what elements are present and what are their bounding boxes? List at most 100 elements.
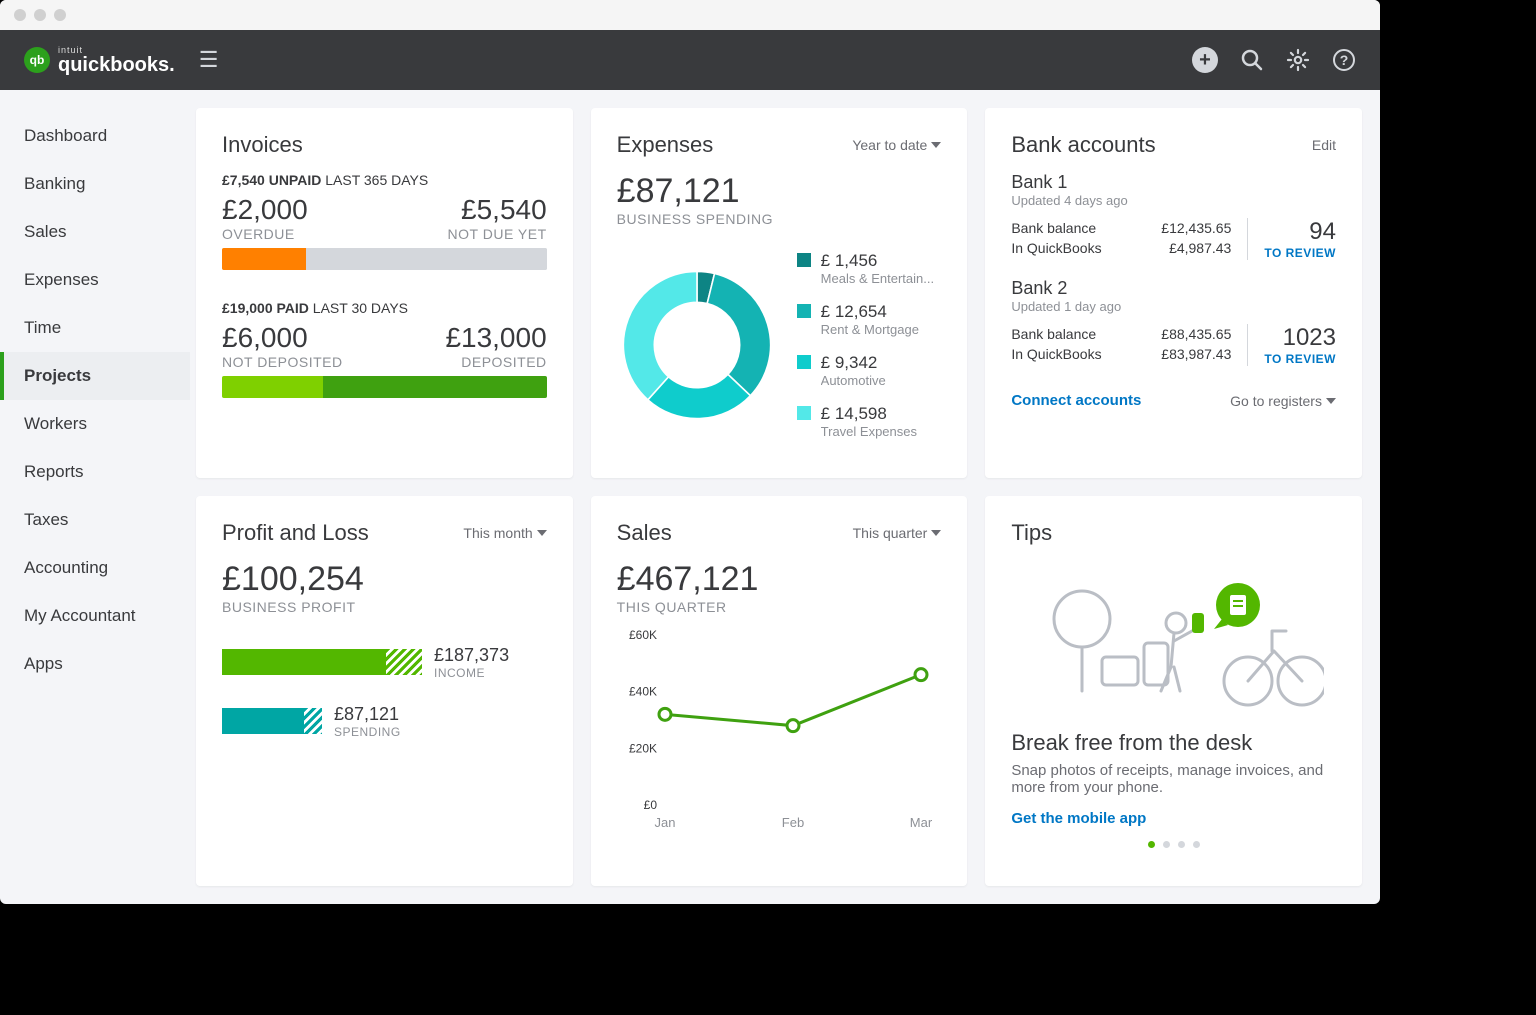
- chevron-down-icon: [537, 530, 547, 536]
- sidebar-item-apps[interactable]: Apps: [0, 640, 190, 688]
- expenses-donut-chart: [617, 265, 777, 425]
- brand-logo-icon: qb: [24, 47, 50, 73]
- bank-inqb-value: £83,987.43: [1161, 346, 1231, 362]
- sales-point: [659, 708, 671, 720]
- help-button[interactable]: ?: [1332, 48, 1356, 72]
- deposited-label: DEPOSITED: [445, 354, 546, 370]
- create-new-button[interactable]: +: [1192, 47, 1218, 73]
- invoices-card: Invoices £7,540 UNPAID LAST 365 DAYS £2,…: [196, 108, 573, 478]
- banks-edit-link[interactable]: Edit: [1312, 137, 1336, 153]
- sidebar-item-expenses[interactable]: Expenses: [0, 256, 190, 304]
- pl-range-selector[interactable]: This month: [463, 525, 546, 541]
- goto-registers-link[interactable]: Go to registers: [1230, 393, 1336, 409]
- donut-slice: [623, 271, 697, 399]
- sidebar-item-reports[interactable]: Reports: [0, 448, 190, 496]
- sidebar-item-accounting[interactable]: Accounting: [0, 544, 190, 592]
- bank-updated: Updated 4 days ago: [1011, 193, 1336, 208]
- notdeposited-label: NOT DEPOSITED: [222, 354, 343, 370]
- bank-inqb-label: In QuickBooks: [1011, 240, 1101, 256]
- bank-balance-label: Bank balance: [1011, 220, 1096, 236]
- sidebar-item-sales[interactable]: Sales: [0, 208, 190, 256]
- search-button[interactable]: [1240, 48, 1264, 72]
- y-tick-label: £0: [643, 798, 657, 812]
- traffic-light-max[interactable]: [54, 9, 66, 21]
- x-tick-label: Jan: [654, 815, 675, 830]
- expenses-range-selector[interactable]: Year to date: [852, 137, 941, 153]
- pagination-dot[interactable]: [1148, 841, 1155, 848]
- topbar-actions: + ?: [1192, 47, 1356, 73]
- pl-bar-hatch: [304, 708, 322, 734]
- chevron-down-icon: [1326, 398, 1336, 404]
- sidebar-item-taxes[interactable]: Taxes: [0, 496, 190, 544]
- traffic-light-min[interactable]: [34, 9, 46, 21]
- sidebar-item-banking[interactable]: Banking: [0, 160, 190, 208]
- gear-icon: [1286, 48, 1310, 72]
- banks-title: Bank accounts: [1011, 132, 1155, 158]
- legend-label: Meals & Entertain...: [821, 271, 934, 286]
- sidebar-item-workers[interactable]: Workers: [0, 400, 190, 448]
- expenses-title: Expenses: [617, 132, 714, 158]
- y-tick-label: £20K: [629, 741, 657, 755]
- sales-title: Sales: [617, 520, 672, 546]
- invoices-paid-summary: £19,000 PAID LAST 30 DAYS: [222, 300, 547, 316]
- legend-amount: £ 1,456: [821, 251, 934, 271]
- pl-spending-row: £87,121 SPENDING: [222, 704, 547, 739]
- app-window: qb intuit quickbooks. ☰ + ? DashboardBan: [0, 0, 1380, 904]
- pl-bar-solid: [222, 708, 304, 734]
- tips-title: Tips: [1011, 520, 1052, 546]
- legend-item: £ 12,654 Rent & Mortgage: [797, 302, 942, 337]
- sales-range-selector[interactable]: This quarter: [853, 525, 942, 541]
- notdue-label: NOT DUE YET: [448, 226, 547, 242]
- sidebar-item-time[interactable]: Time: [0, 304, 190, 352]
- legend-swatch: [797, 304, 811, 318]
- pl-spending-label: SPENDING: [334, 725, 401, 739]
- pl-income-amount: £187,373: [434, 645, 509, 666]
- x-tick-label: Mar: [909, 815, 932, 830]
- legend-item: £ 1,456 Meals & Entertain...: [797, 251, 942, 286]
- review-label[interactable]: TO REVIEW: [1264, 352, 1336, 366]
- pl-spending-amount: £87,121: [334, 704, 401, 725]
- sales-point: [787, 719, 799, 731]
- traffic-light-close[interactable]: [14, 9, 26, 21]
- tips-headline: Break free from the desk: [1011, 730, 1336, 756]
- bar-segment: [306, 248, 546, 270]
- tips-description: Snap photos of receipts, manage invoices…: [1011, 762, 1336, 796]
- brand: qb intuit quickbooks.: [24, 46, 175, 75]
- review-label[interactable]: TO REVIEW: [1264, 246, 1336, 260]
- profit-loss-card: Profit and Loss This month £100,254 BUSI…: [196, 496, 573, 887]
- bank-balance-value: £12,435.65: [1161, 220, 1231, 236]
- bank-updated: Updated 1 day ago: [1011, 299, 1336, 314]
- plus-icon: +: [1192, 47, 1218, 73]
- settings-button[interactable]: [1286, 48, 1310, 72]
- pl-income-label: INCOME: [434, 666, 509, 680]
- bank-inqb-label: In QuickBooks: [1011, 346, 1101, 362]
- overdue-label: OVERDUE: [222, 226, 308, 242]
- bank-account-block[interactable]: Bank 1 Updated 4 days ago Bank balance£1…: [1011, 172, 1336, 260]
- y-tick-label: £40K: [629, 684, 657, 698]
- svg-text:?: ?: [1340, 52, 1349, 68]
- donut-slice: [707, 274, 770, 396]
- invoices-unpaid-bar: [222, 248, 547, 270]
- bank-account-block[interactable]: Bank 2 Updated 1 day ago Bank balance£88…: [1011, 278, 1336, 366]
- pl-income-row: £187,373 INCOME: [222, 645, 547, 680]
- legend-label: Automotive: [821, 373, 886, 388]
- pl-subtitle: BUSINESS PROFIT: [222, 599, 547, 615]
- connect-accounts-link[interactable]: Connect accounts: [1011, 392, 1141, 409]
- pagination-dot[interactable]: [1193, 841, 1200, 848]
- tips-cta-link[interactable]: Get the mobile app: [1011, 810, 1336, 827]
- menu-toggle-icon[interactable]: ☰: [199, 47, 219, 73]
- help-icon: ?: [1332, 48, 1356, 72]
- pagination-dot[interactable]: [1163, 841, 1170, 848]
- sidebar-item-my-accountant[interactable]: My Accountant: [0, 592, 190, 640]
- legend-swatch: [797, 355, 811, 369]
- sidebar-item-projects[interactable]: Projects: [0, 352, 190, 400]
- pagination-dot[interactable]: [1178, 841, 1185, 848]
- bank-accounts-card: Bank accounts Edit Bank 1 Updated 4 days…: [985, 108, 1362, 478]
- pl-title: Profit and Loss: [222, 520, 369, 546]
- deposited-amount: £13,000: [445, 322, 546, 354]
- x-tick-label: Feb: [781, 815, 803, 830]
- bank-name: Bank 2: [1011, 278, 1336, 299]
- legend-label: Rent & Mortgage: [821, 322, 919, 337]
- sidebar-item-dashboard[interactable]: Dashboard: [0, 112, 190, 160]
- legend-amount: £ 14,598: [821, 404, 917, 424]
